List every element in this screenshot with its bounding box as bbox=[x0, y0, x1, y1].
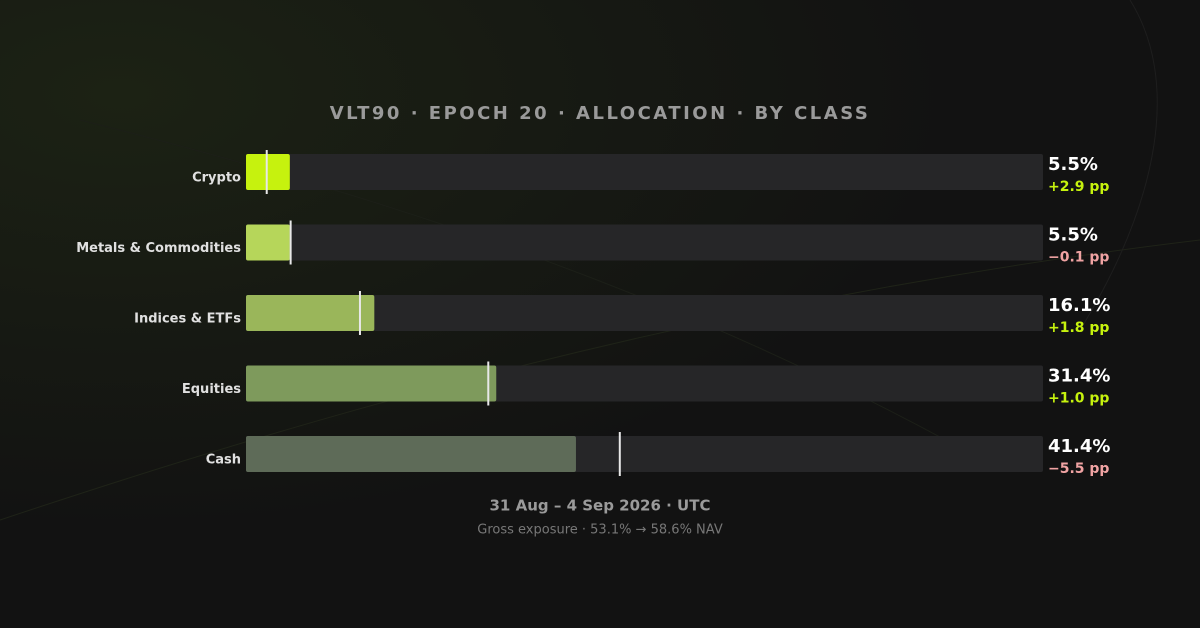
value-label: 5.5% bbox=[1048, 154, 1098, 175]
decor-line bbox=[0, 239, 1200, 521]
bar bbox=[246, 154, 290, 190]
value-label: 16.1% bbox=[1048, 295, 1110, 316]
bar-track bbox=[246, 224, 1043, 261]
value-label: 41.4% bbox=[1048, 436, 1110, 457]
bar-track bbox=[246, 154, 1043, 190]
subtitle: 31 Aug – 4 Sep 2026 · UTC bbox=[490, 497, 711, 515]
category-label: Cash bbox=[206, 453, 241, 468]
bar bbox=[246, 224, 290, 261]
bar bbox=[246, 295, 375, 331]
change-label: +2.9 pp bbox=[1048, 179, 1109, 195]
bar bbox=[246, 436, 576, 472]
change-label: −5.5 pp bbox=[1048, 461, 1109, 477]
bar bbox=[246, 365, 497, 402]
value-label: 31.4% bbox=[1048, 366, 1110, 387]
footnote: Gross exposure · 53.1% → 58.6% NAV bbox=[477, 523, 723, 538]
change-label: −0.1 pp bbox=[1048, 250, 1109, 266]
category-label: Equities bbox=[182, 382, 241, 397]
category-label: Indices & ETFs bbox=[134, 312, 241, 327]
decor-line bbox=[1079, 0, 1158, 331]
chart-title: VLT90 · EPOCH 20 · ALLOCATION · BY CLASS bbox=[330, 103, 871, 124]
category-label: Crypto bbox=[192, 171, 241, 186]
value-label: 5.5% bbox=[1048, 225, 1098, 246]
bar-track bbox=[246, 295, 1043, 331]
change-label: +1.0 pp bbox=[1048, 391, 1109, 407]
change-label: +1.8 pp bbox=[1048, 320, 1109, 336]
category-label: Metals & Commodities bbox=[76, 241, 241, 256]
